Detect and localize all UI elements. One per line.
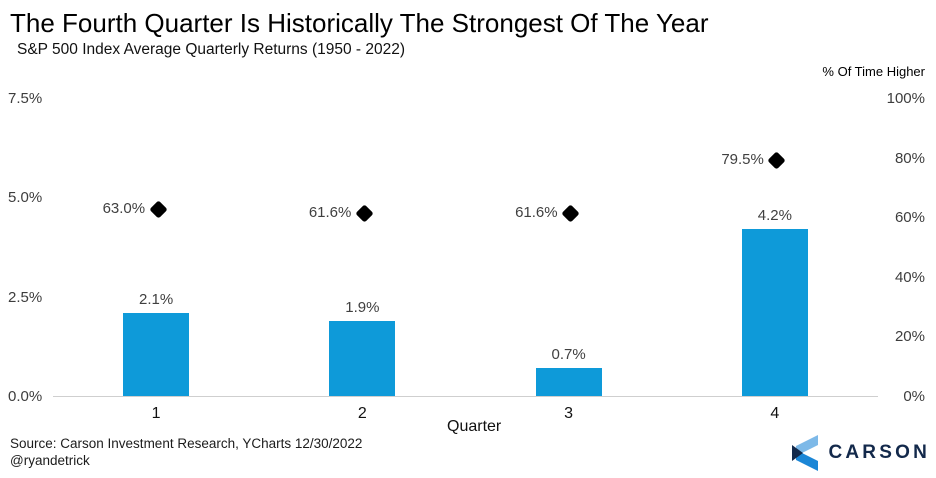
diamond-marker-icon [148, 200, 168, 219]
y-axis-right-tick-label: 20% [894, 328, 925, 346]
y-axis-right-tick-label: 60% [894, 209, 925, 227]
bar-value-label: 2.1% [139, 290, 174, 308]
percent-time-higher-label: 63.0% [102, 200, 146, 218]
diamond-marker-icon [561, 204, 580, 223]
source-block: Source: Carson Investment Research, YCha… [10, 436, 362, 469]
y-axis-right-tick-label: 40% [894, 268, 925, 286]
y-axis-right-tick-label: 0% [903, 388, 925, 405]
bar-value-label: 0.7% [551, 346, 586, 364]
y-axis-left-tick-label: 2.5% [8, 288, 43, 306]
bar-quarter-3 [535, 368, 602, 396]
diamond-marker-icon [355, 204, 374, 223]
x-axis-tick-label: 1 [151, 405, 161, 422]
x-axis-tick-label: 2 [357, 405, 367, 422]
x-axis-tick-label: 4 [770, 405, 780, 422]
source-line-2: @ryandetrick [10, 452, 90, 468]
percent-time-higher-label: 79.5% [721, 151, 764, 169]
bar-value-label: 1.9% [345, 298, 380, 316]
chart-subtitle: S&P 500 Index Average Quarterly Returns … [17, 41, 406, 58]
bar-quarter-4 [741, 229, 808, 396]
carson-logo-text: CARSON [828, 442, 930, 463]
y-axis-right-tick-label: 80% [894, 149, 925, 167]
bar-value-label: 4.2% [757, 207, 792, 225]
y-axis-left-tick-label: 0.0% [8, 388, 43, 405]
y-axis-left-tick-label: 5.0% [8, 189, 43, 207]
diamond-marker-icon [767, 150, 787, 170]
x-axis-baseline [53, 396, 878, 397]
carson-logo: CARSON [792, 433, 930, 473]
bar-quarter-1 [123, 312, 190, 396]
percent-time-higher-label: 61.6% [515, 204, 558, 222]
x-axis-tick-label: 3 [564, 405, 574, 422]
carson-logo-icon [792, 435, 819, 471]
source-line-1: Source: Carson Investment Research, YCha… [10, 436, 363, 451]
bar-quarter-2 [329, 320, 396, 396]
y-axis-right-tick-label: 100% [886, 90, 925, 107]
x-axis-title: Quarter [447, 418, 502, 435]
chart-title: The Fourth Quarter Is Historically The S… [10, 8, 709, 38]
percent-time-higher-label: 61.6% [308, 204, 352, 222]
right-axis-title: % Of Time Higher [822, 64, 925, 79]
y-axis-left-tick-label: 7.5% [8, 90, 43, 107]
